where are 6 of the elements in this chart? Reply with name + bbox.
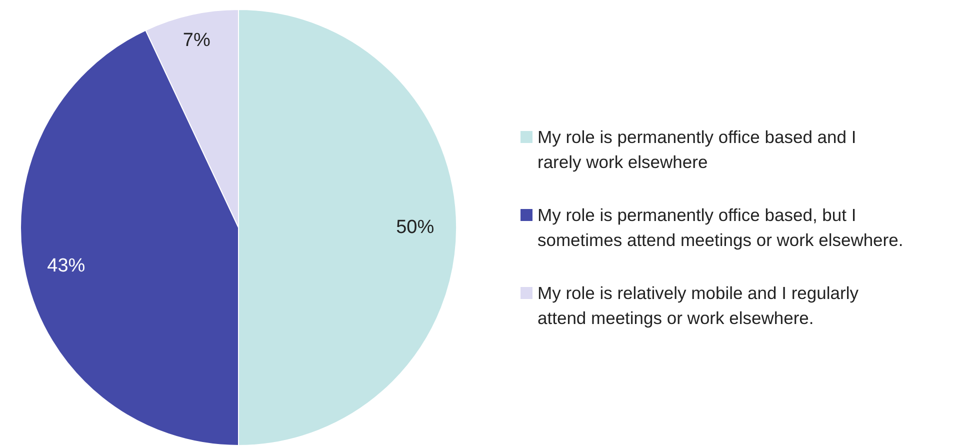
legend-label: My role is permanently office based and I rarely work elsewhere bbox=[538, 127, 856, 172]
data-label: 43% bbox=[47, 256, 86, 277]
legend-label: My role is relatively mobile and I regularly attend meetings or work elsewhere. bbox=[538, 283, 859, 328]
data-label: 7% bbox=[182, 30, 210, 51]
legend-label: My role is permanently office based, but I sometimes attend meetings or work elsewhere. bbox=[538, 205, 904, 250]
data-label: 50% bbox=[396, 217, 434, 238]
